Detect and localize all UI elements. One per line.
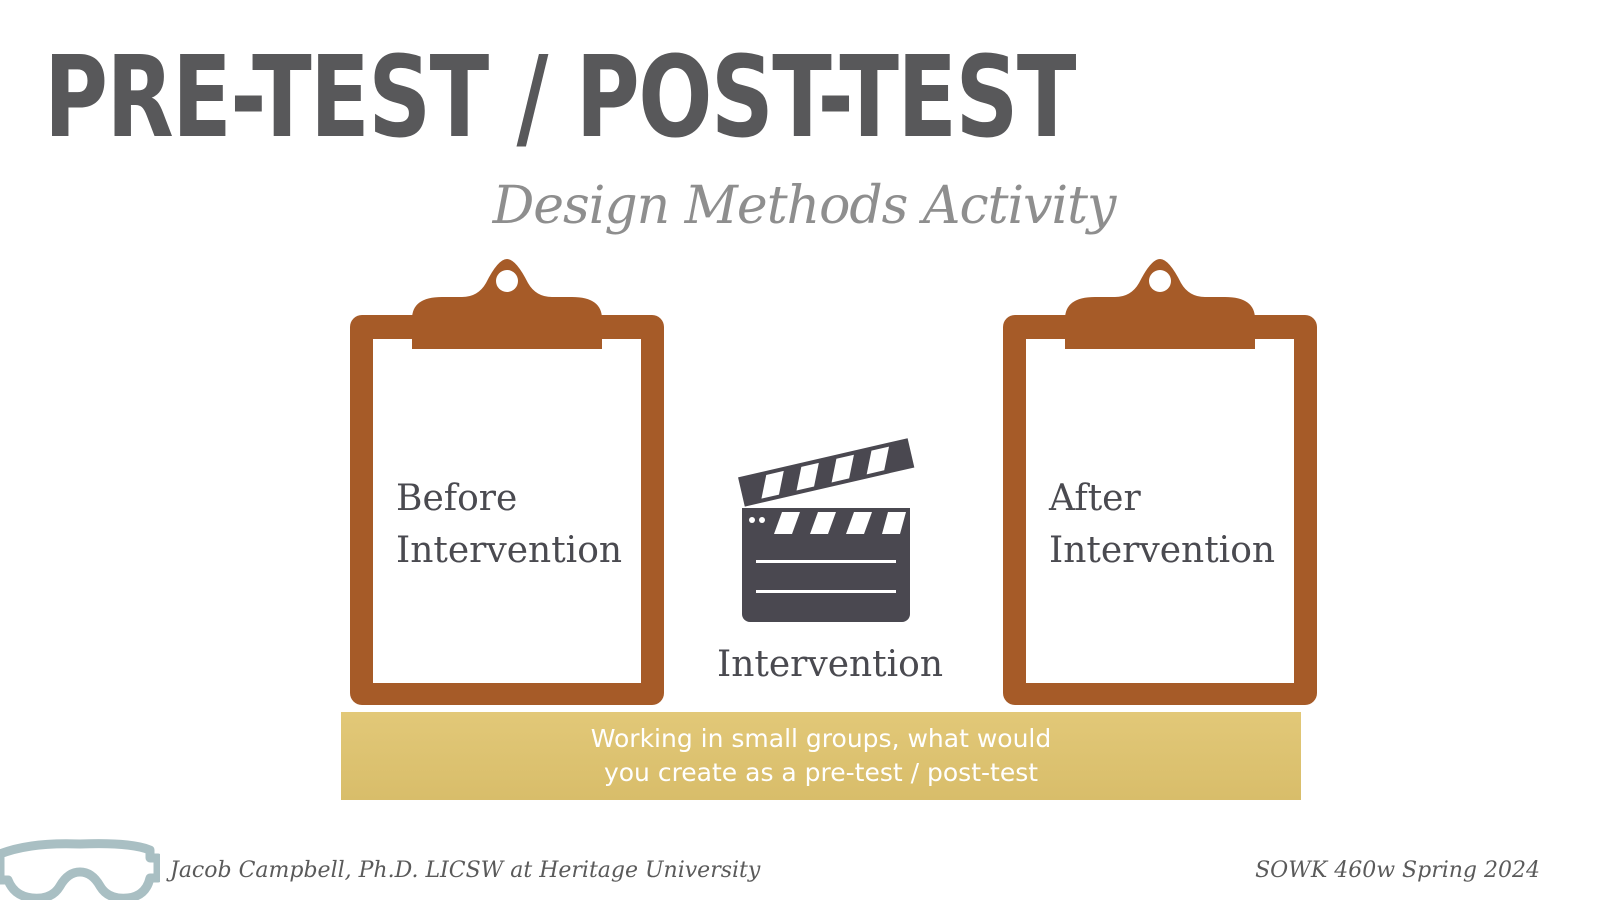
footer-author: Jacob Campbell, Ph.D. LICSW at Heritage … [170, 858, 761, 883]
clipboard-icon [350, 259, 664, 705]
clipboard-before-line1: Before [396, 478, 518, 519]
clapperboard-icon [738, 438, 915, 622]
intervention-label: Intervention [716, 644, 944, 685]
clipboard-after: After Intervention [1003, 255, 1317, 705]
clipboard-icon [1003, 259, 1317, 705]
clipboard-after-text: After Intervention [1049, 473, 1275, 577]
banner-line2: you create as a pre-test / post-test [603, 758, 1039, 787]
clipboard-before-text: Before Intervention [396, 473, 622, 577]
footer-course: SOWK 460w Spring 2024 [1255, 858, 1540, 883]
clipboard-after-line1: After [1049, 478, 1141, 519]
slide-subtitle: Design Methods Activity [492, 176, 1117, 236]
clipboard-after-line2: Intervention [1049, 530, 1276, 571]
banner-line1: Working in small groups, what would [590, 724, 1052, 753]
clipboard-before-line2: Intervention [396, 530, 623, 571]
slide-title: PRE-TEST / POST-TEST [44, 33, 1076, 163]
goggles-icon [0, 839, 160, 900]
clipboard-before: Before Intervention [350, 255, 664, 705]
activity-banner: Working in small groups, what would you … [341, 712, 1301, 800]
